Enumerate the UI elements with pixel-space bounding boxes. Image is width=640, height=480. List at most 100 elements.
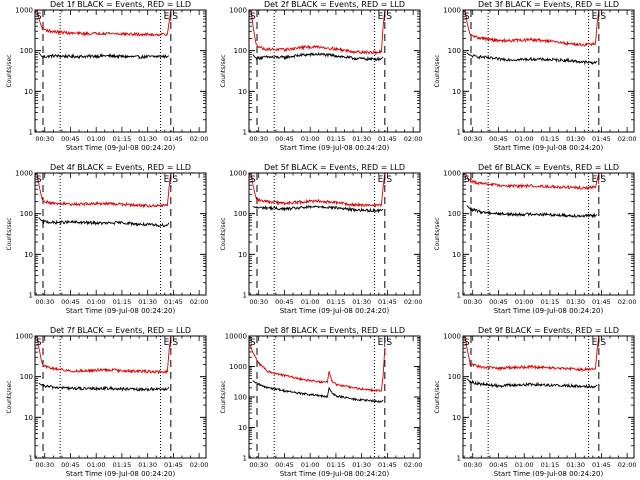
x-axis-label: Start Time (09-Jul-08 00:24:20) bbox=[280, 144, 390, 152]
x-tick-label: 02:00 bbox=[404, 461, 423, 469]
x-tick-label: 00:45 bbox=[489, 135, 508, 143]
series-lld-line bbox=[249, 345, 386, 393]
y-tick-label: 1000 bbox=[15, 333, 33, 341]
y-axis-label: Counts/sec bbox=[434, 380, 441, 413]
series-events-line bbox=[38, 382, 170, 392]
start-marker-label: S bbox=[36, 12, 42, 22]
chart-title: Det 1f BLACK = Events, RED = LLD bbox=[50, 0, 191, 9]
start-marker-label: S bbox=[36, 175, 42, 185]
x-axis-label: Start Time (09-Jul-08 00:24:20) bbox=[494, 144, 604, 152]
plot-frame bbox=[248, 335, 421, 459]
x-tick-label: 02:00 bbox=[190, 298, 209, 306]
y-axis-label: Counts/sec bbox=[6, 54, 13, 87]
x-tick-label: 01:15 bbox=[113, 298, 132, 306]
x-tick-label: 00:45 bbox=[489, 461, 508, 469]
chart-panel-6: Det 6f BLACK = Events, RED = LLD Counts/s… bbox=[434, 163, 637, 315]
y-tick-label: 1000 bbox=[443, 333, 461, 341]
series-events-line bbox=[38, 52, 170, 60]
chart-title: Det 4f BLACK = Events, RED = LLD bbox=[50, 163, 191, 172]
chart-title: Det 9f BLACK = Events, RED = LLD bbox=[478, 326, 619, 335]
end-start-marker-label: E|S bbox=[592, 175, 607, 185]
y-tick-label: 1000 bbox=[229, 363, 247, 371]
x-tick-label: 01:15 bbox=[113, 461, 132, 469]
y-axis-label: Counts/sec bbox=[220, 380, 227, 413]
y-tick-label: 1000 bbox=[229, 170, 247, 178]
y-tick-label: 1 bbox=[29, 292, 33, 300]
start-marker-label: S bbox=[464, 338, 470, 348]
x-tick-label: 01:45 bbox=[378, 298, 397, 306]
chart-panel-5: Det 5f BLACK = Events, RED = LLD Counts/s… bbox=[220, 163, 423, 315]
x-tick-label: 01:00 bbox=[301, 461, 320, 469]
y-axis-label: Counts/sec bbox=[220, 54, 227, 87]
x-tick-label: 01:45 bbox=[592, 135, 611, 143]
x-tick-label: 00:45 bbox=[489, 298, 508, 306]
x-tick-label: 01:00 bbox=[87, 461, 106, 469]
series-lld-line bbox=[36, 335, 172, 375]
y-tick-label: 100 bbox=[234, 394, 247, 402]
x-tick-label: 01:15 bbox=[327, 298, 346, 306]
x-tick-label: 00:45 bbox=[61, 135, 80, 143]
x-axis-label: Start Time (09-Jul-08 00:24:20) bbox=[66, 470, 176, 478]
y-tick-label: 1 bbox=[457, 129, 461, 137]
plot-frame bbox=[34, 172, 207, 296]
series-lld-line bbox=[464, 9, 600, 47]
y-tick-label: 100 bbox=[20, 373, 33, 381]
end-start-marker-label: E|S bbox=[164, 175, 179, 185]
x-tick-label: 02:00 bbox=[190, 135, 209, 143]
plot-frame bbox=[34, 9, 207, 133]
x-tick-label: 00:30 bbox=[249, 135, 268, 143]
series-events-line bbox=[466, 52, 598, 66]
end-start-marker-label: E|S bbox=[378, 12, 393, 22]
x-tick-label: 01:30 bbox=[138, 135, 157, 143]
series-lld-line bbox=[36, 172, 172, 209]
y-tick-label: 10 bbox=[24, 88, 33, 96]
x-axis-label: Start Time (09-Jul-08 00:24:20) bbox=[280, 470, 390, 478]
x-tick-label: 00:45 bbox=[275, 135, 294, 143]
x-axis-label: Start Time (09-Jul-08 00:24:20) bbox=[66, 307, 176, 315]
x-tick-label: 00:45 bbox=[61, 298, 80, 306]
x-tick-label: 01:30 bbox=[352, 135, 371, 143]
y-tick-label: 10 bbox=[452, 88, 461, 96]
series-events-line bbox=[38, 217, 170, 228]
y-tick-label: 100 bbox=[234, 210, 247, 218]
series-events-line bbox=[252, 380, 384, 404]
x-tick-label: 02:00 bbox=[618, 135, 637, 143]
chart-title: Det 2f BLACK = Events, RED = LLD bbox=[264, 0, 405, 9]
x-tick-label: 01:15 bbox=[541, 135, 560, 143]
y-tick-label: 100 bbox=[234, 47, 247, 55]
x-tick-label: 02:00 bbox=[404, 298, 423, 306]
start-marker-label: S bbox=[36, 338, 42, 348]
y-tick-label: 10 bbox=[238, 424, 247, 432]
x-tick-label: 02:00 bbox=[404, 135, 423, 143]
x-tick-label: 02:00 bbox=[190, 461, 209, 469]
y-tick-label: 10000 bbox=[225, 333, 247, 341]
y-tick-label: 100 bbox=[20, 210, 33, 218]
x-tick-label: 01:45 bbox=[164, 461, 183, 469]
y-tick-label: 10 bbox=[238, 88, 247, 96]
x-axis-label: Start Time (09-Jul-08 00:24:20) bbox=[280, 307, 390, 315]
x-tick-label: 00:45 bbox=[275, 298, 294, 306]
end-start-marker-label: E|S bbox=[592, 338, 607, 348]
y-axis-label: Counts/sec bbox=[434, 54, 441, 87]
y-axis-label: Counts/sec bbox=[6, 217, 13, 250]
chart-panel-7: Det 7f BLACK = Events, RED = LLD Counts/s… bbox=[6, 326, 209, 478]
plot-frame bbox=[462, 335, 635, 459]
plot-frame bbox=[34, 335, 207, 459]
x-tick-label: 01:45 bbox=[164, 135, 183, 143]
series-events-line bbox=[252, 51, 384, 62]
y-tick-label: 1 bbox=[243, 455, 247, 463]
chart-panel-2: Det 2f BLACK = Events, RED = LLD Counts/s… bbox=[220, 0, 423, 152]
chart-panel-8: Det 8f BLACK = Events, RED = LLD Counts/s… bbox=[220, 326, 423, 478]
y-tick-label: 1000 bbox=[229, 7, 247, 15]
x-axis-label: Start Time (09-Jul-08 00:24:20) bbox=[494, 470, 604, 478]
x-tick-label: 00:30 bbox=[35, 298, 54, 306]
chart-panel-9: Det 9f BLACK = Events, RED = LLD Counts/s… bbox=[434, 326, 637, 478]
y-tick-label: 10 bbox=[452, 414, 461, 422]
y-tick-label: 1 bbox=[243, 129, 247, 137]
series-lld-line bbox=[36, 9, 172, 37]
series-events-line bbox=[466, 378, 598, 389]
y-tick-label: 1 bbox=[29, 455, 33, 463]
y-axis-label: Counts/sec bbox=[220, 217, 227, 250]
y-tick-label: 100 bbox=[448, 373, 461, 381]
x-tick-label: 00:30 bbox=[463, 461, 482, 469]
